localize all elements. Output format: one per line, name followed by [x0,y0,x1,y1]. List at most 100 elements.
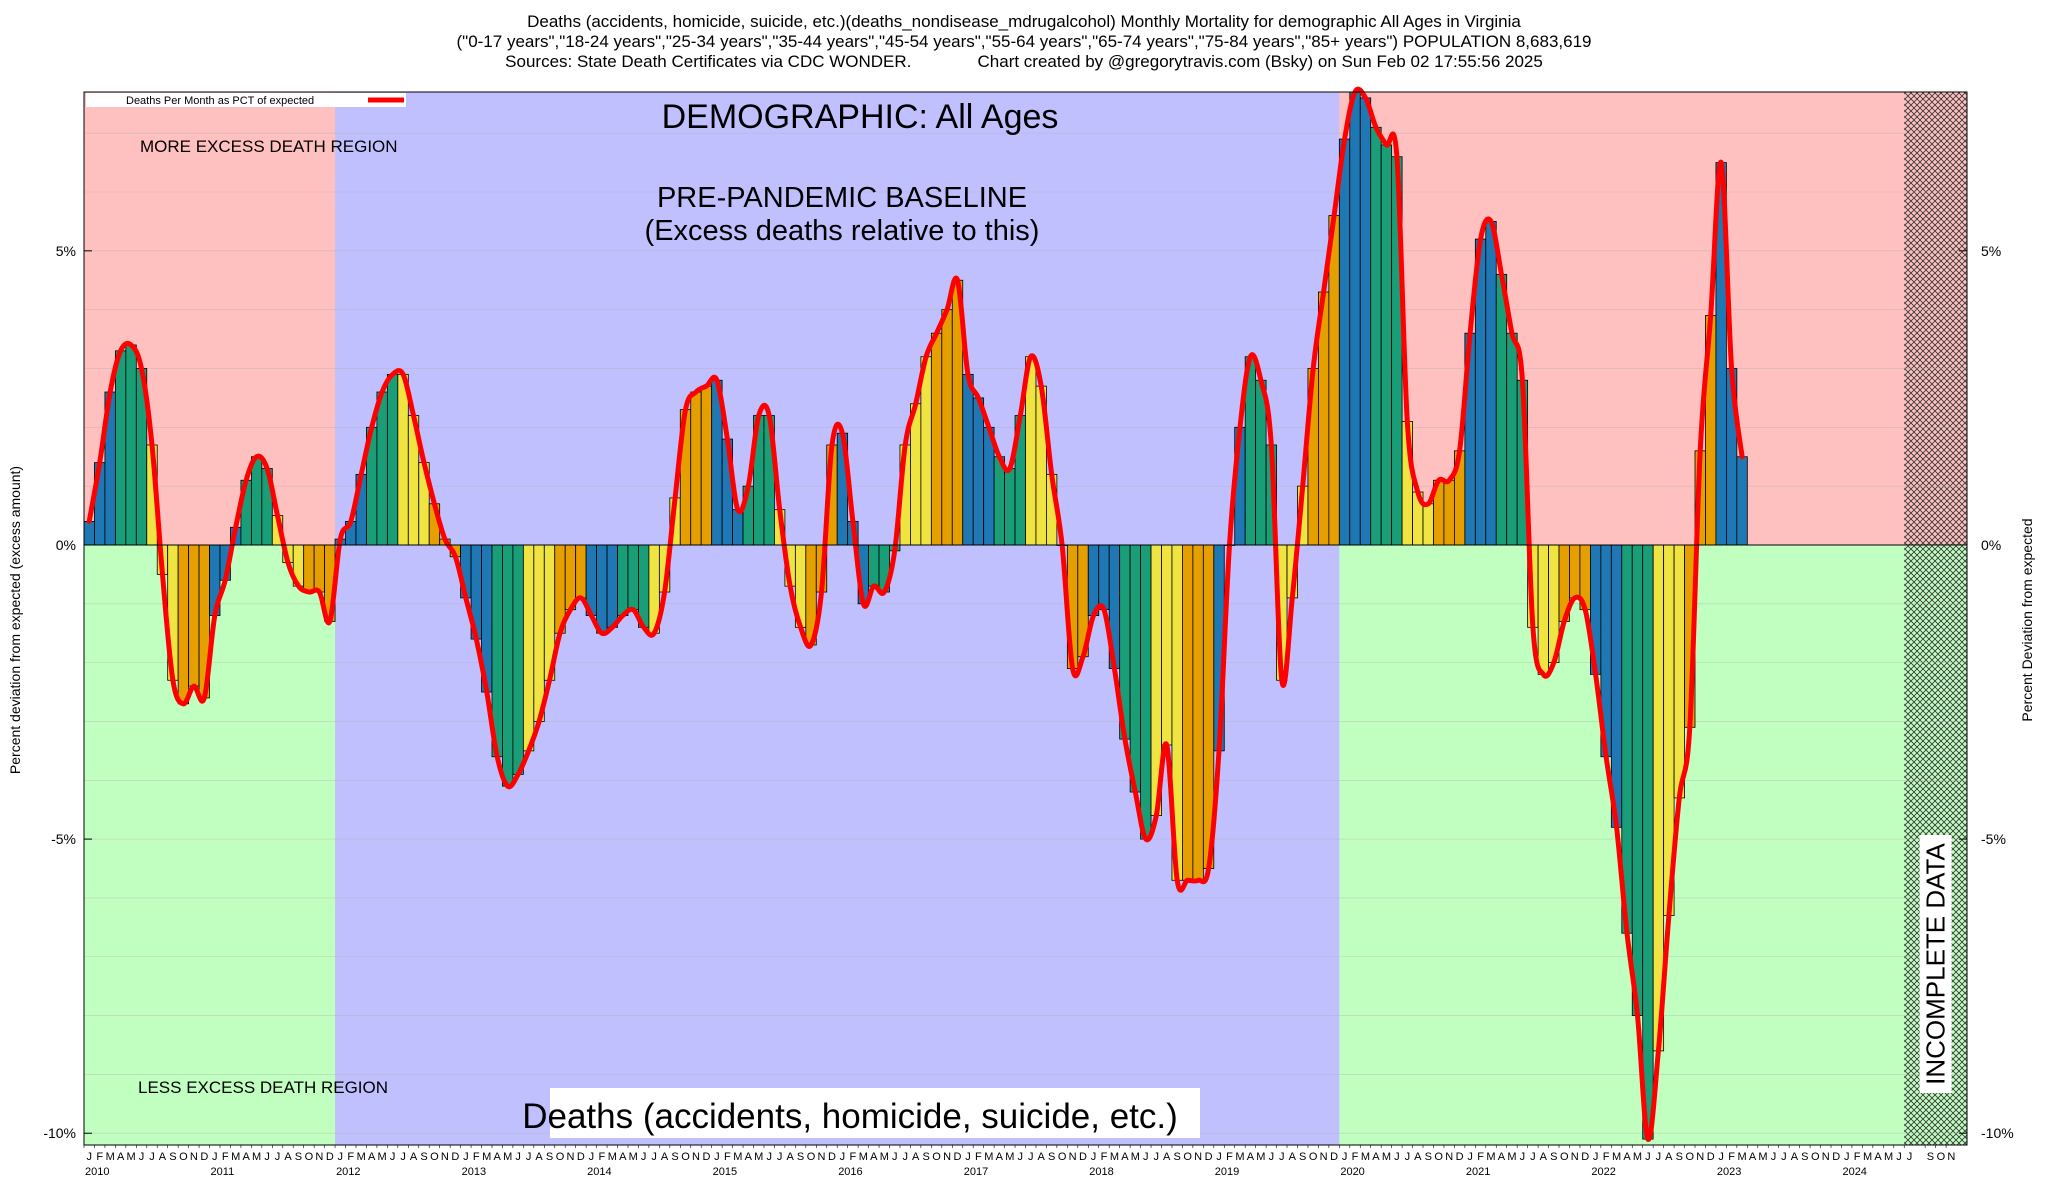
bar [1443,479,1455,546]
x-month-label: A [410,1151,418,1163]
x-month-label: D [1832,1151,1840,1163]
x-month-label: O [1309,1151,1318,1163]
x-month-label: O [807,1151,816,1163]
bar [125,344,137,546]
chart-title-line-3: Sources: State Death Certificates via CD… [505,52,1543,71]
bar [596,544,608,634]
bar [1495,273,1508,546]
bar [1506,332,1518,546]
x-month-label: F [222,1151,229,1163]
x-month-label: D [1079,1151,1087,1163]
bar [1642,544,1654,1140]
more-region-label: MORE EXCESS DEATH REGION [140,137,398,156]
bar [627,544,639,611]
y-tick-label-left: -5% [51,831,76,847]
bar [1380,144,1393,546]
less-region-label: LESS EXCESS DEATH REGION [138,1078,388,1097]
bar [188,544,200,687]
x-month-label: F [975,1151,982,1163]
incomplete-data-label: INCOMPLETE DATA [1921,842,1951,1084]
x-month-label: O [1058,1151,1067,1163]
x-month-label: F [1352,1151,1359,1163]
x-year-label: 2011 [211,1166,235,1178]
x-month-label: S [1676,1151,1683,1163]
bar [606,544,618,628]
x-month-label: S [797,1151,804,1163]
x-month-label: N [1571,1151,1579,1163]
bar [1004,468,1016,546]
bar [177,544,190,705]
x-year-label: 2012 [336,1166,360,1178]
x-year-label: 2021 [1466,1166,1490,1178]
bar [1631,544,1644,1016]
x-month-label: M [482,1151,491,1163]
baseline-label-1: PRE-PANDEMIC BASELINE [657,182,1027,214]
x-month-label: M [1863,1151,1872,1163]
bar [1098,544,1110,611]
bar [1140,544,1152,840]
x-month-label: J [1405,1151,1411,1163]
y-tick-label-right: -5% [1981,831,2006,847]
x-year-label: 2010 [85,1166,109,1178]
x-month-label: J [965,1151,971,1163]
bar [1328,215,1340,546]
x-month-label: F [598,1151,605,1163]
x-month-label: J [1771,1151,1777,1163]
x-month-label: S [671,1151,678,1163]
x-month-label: J [714,1151,720,1163]
x-month-label: M [231,1151,240,1163]
x-month-label: M [1361,1151,1370,1163]
bar [941,309,953,546]
x-month-label: M [733,1151,742,1163]
x-month-label: S [1801,1151,1808,1163]
x-month-label: J [1216,1151,1222,1163]
x-month-label: M [1486,1151,1495,1163]
x-month-label: D [1707,1151,1715,1163]
x-month-label: F [347,1151,354,1163]
x-month-label: A [1791,1151,1799,1163]
x-month-label: A [661,1151,669,1163]
x-month-label: M [880,1151,889,1163]
bar [1182,544,1194,881]
bar [1161,544,1173,746]
x-month-label: N [1194,1151,1202,1163]
x-month-label: J [1279,1151,1285,1163]
x-month-label: O [1811,1151,1820,1163]
x-month-label: F [473,1151,480,1163]
x-month-label: D [1581,1151,1589,1163]
x-month-label: O [932,1151,941,1163]
x-month-label: A [1665,1151,1673,1163]
x-month-label: J [766,1151,772,1163]
x-month-label: M [1005,1151,1014,1163]
x-month-label: N [943,1151,951,1163]
x-month-label: A [619,1151,627,1163]
x-month-label: O [681,1151,690,1163]
x-month-label: D [451,1151,459,1163]
x-month-label: A [1163,1151,1171,1163]
x-month-label: S [1927,1151,1934,1163]
y-axis-label-left: Percent deviation from expected (excess … [7,466,23,774]
chart-title-line-2: ("0-17 years","18-24 years","25-34 years… [456,32,1592,51]
x-month-label: O [1434,1151,1443,1163]
x-month-label: D [828,1151,836,1163]
x-month-label: S [1174,1151,1181,1163]
x-month-label: N [566,1151,574,1163]
bar [1370,126,1382,546]
x-month-label: J [902,1151,908,1163]
x-month-label: M [357,1151,366,1163]
x-month-label: A [368,1151,376,1163]
x-month-label: M [1612,1151,1621,1163]
x-month-label: A [1038,1151,1046,1163]
x-month-label: A [745,1151,753,1163]
x-month-label: J [641,1151,647,1163]
x-month-label: N [1069,1151,1077,1163]
bar [502,544,514,787]
x-month-label: M [1382,1151,1391,1163]
x-month-label: O [1685,1151,1694,1163]
bar [522,544,535,752]
x-month-label: O [556,1151,565,1163]
x-month-label: J [1018,1151,1024,1163]
x-month-label: N [190,1151,198,1163]
x-month-label: A [1372,1151,1380,1163]
